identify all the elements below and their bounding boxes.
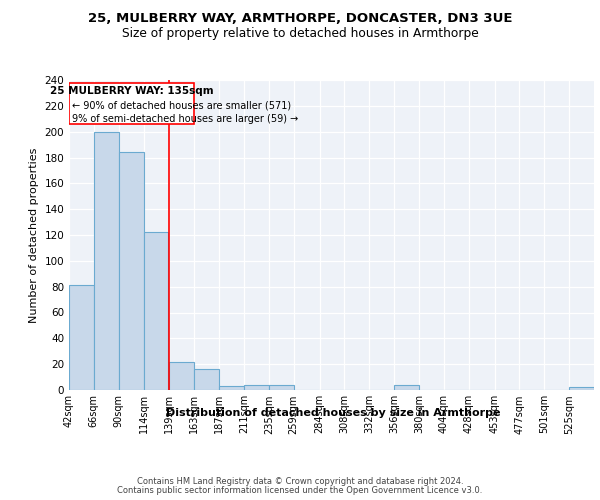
FancyBboxPatch shape [69, 82, 194, 124]
Text: Distribution of detached houses by size in Armthorpe: Distribution of detached houses by size … [166, 408, 500, 418]
Text: Contains HM Land Registry data © Crown copyright and database right 2024.: Contains HM Land Registry data © Crown c… [137, 477, 463, 486]
Bar [143, 232, 169, 390]
Bar [194, 370, 219, 390]
Bar [569, 388, 594, 390]
Text: 25 MULBERRY WAY: 135sqm: 25 MULBERRY WAY: 135sqm [50, 86, 214, 97]
Text: 25, MULBERRY WAY, ARMTHORPE, DONCASTER, DN3 3UE: 25, MULBERRY WAY, ARMTHORPE, DONCASTER, … [88, 12, 512, 26]
Bar [394, 385, 419, 390]
Text: Contains public sector information licensed under the Open Government Licence v3: Contains public sector information licen… [118, 486, 482, 495]
Bar [269, 385, 294, 390]
Y-axis label: Number of detached properties: Number of detached properties [29, 148, 39, 322]
Text: ← 90% of detached houses are smaller (571): ← 90% of detached houses are smaller (57… [72, 101, 291, 111]
Text: 9% of semi-detached houses are larger (59) →: 9% of semi-detached houses are larger (5… [72, 114, 298, 124]
Bar [94, 132, 119, 390]
Bar [69, 286, 94, 390]
Bar [169, 362, 194, 390]
Text: Size of property relative to detached houses in Armthorpe: Size of property relative to detached ho… [122, 28, 478, 40]
Bar [119, 152, 143, 390]
Bar [219, 386, 244, 390]
Bar [244, 385, 269, 390]
